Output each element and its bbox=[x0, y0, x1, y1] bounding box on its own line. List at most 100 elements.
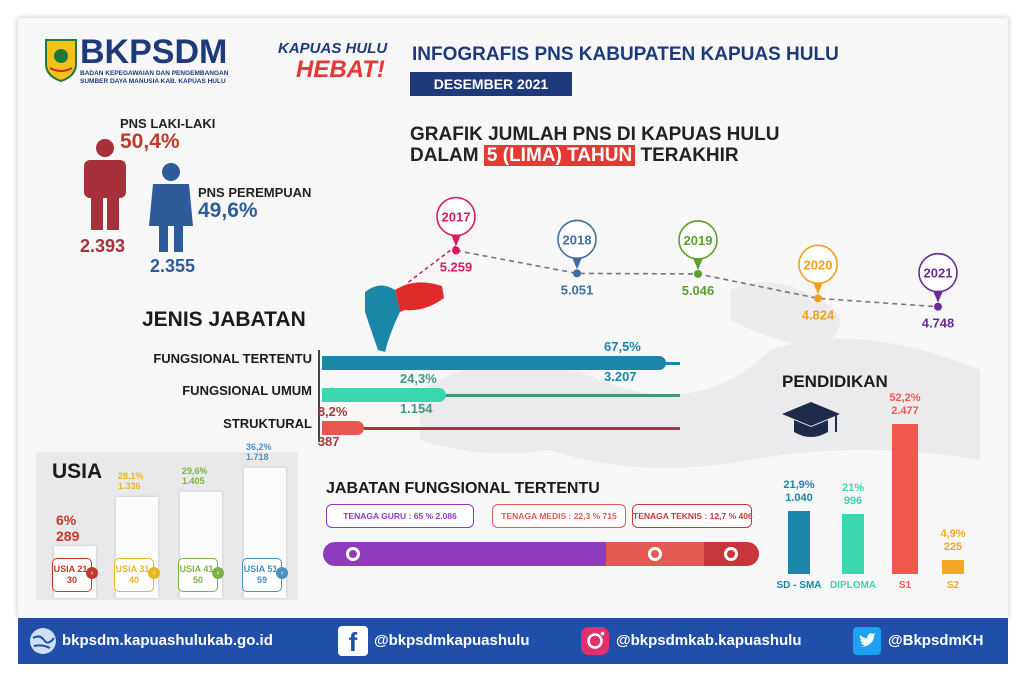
brand-subtitle: BADAN KEPEGAWAIAN DAN PENGEMBANGAN SUMBE… bbox=[80, 70, 229, 85]
education-percent-label: 52,2% bbox=[889, 392, 921, 404]
trend-title-pre: DALAM bbox=[410, 145, 479, 166]
trend-pin-tail bbox=[813, 282, 823, 295]
jabatan-value-label: 387 bbox=[317, 434, 340, 449]
trend-value-label: 5.259 bbox=[440, 260, 473, 275]
fungsional-segment bbox=[323, 542, 607, 566]
education-value-label: 1.040 bbox=[785, 492, 813, 505]
education-percent-label: 21% bbox=[841, 481, 865, 494]
fungsional-title: JABATAN FUNGSIONAL TERTENTU bbox=[326, 480, 600, 497]
education-bar bbox=[942, 560, 964, 574]
trend-pin-tail bbox=[933, 290, 943, 303]
male-percent: 50,4% bbox=[120, 130, 180, 153]
trend-title-highlight: 5 (LIMA) TAHUN bbox=[483, 145, 636, 166]
age-percent-label: 28,1% bbox=[118, 470, 144, 481]
instagram-link[interactable]: @bkpsdmkab.kapuashulu bbox=[616, 632, 802, 649]
slogan-top: KAPUAS HULU bbox=[278, 40, 388, 57]
education-category-label: SD - SMA bbox=[776, 580, 822, 591]
jabatan-percent-label: 67,5% bbox=[604, 339, 641, 354]
age-title: USIA bbox=[52, 460, 103, 483]
trend-year-label: 2018 bbox=[563, 232, 592, 247]
trend-pin-tail bbox=[693, 257, 703, 270]
trend-year-label: 2021 bbox=[924, 266, 953, 281]
male-label: PNS LAKI-LAKI bbox=[120, 116, 216, 131]
fungsional-marker bbox=[346, 547, 360, 561]
education-category-label: S1 bbox=[898, 580, 912, 591]
age-percent-label: 36,2% bbox=[246, 442, 272, 452]
chevron-right-icon: › bbox=[86, 567, 98, 579]
jabatan-percent-label: 8,2% bbox=[317, 404, 348, 419]
website-link[interactable]: bkpsdm.kapuashulukab.go.id bbox=[62, 632, 273, 649]
trend-point bbox=[573, 269, 581, 278]
trend-value-label: 4.824 bbox=[802, 307, 835, 322]
chevron-right-icon: › bbox=[212, 567, 224, 579]
education-bar bbox=[842, 513, 864, 574]
education-bar bbox=[892, 424, 918, 574]
education-percent-label: 21,9% bbox=[783, 479, 815, 492]
age-value-label: 1.336 bbox=[118, 480, 141, 491]
trend-point bbox=[694, 269, 702, 278]
education-value-label: 996 bbox=[843, 494, 863, 507]
age-value-label: 289 bbox=[56, 528, 80, 544]
kapuas-hulu-map-icon bbox=[365, 282, 444, 352]
trend-pin-tail bbox=[572, 257, 582, 270]
jabatan-axis bbox=[318, 350, 320, 442]
jabatan-category-label: STRUKTURAL bbox=[223, 416, 312, 431]
graduation-cap-icon bbox=[782, 402, 840, 437]
fungsional-label: TENAGA TEKNIS : 12,7 % 406 bbox=[632, 504, 753, 528]
jabatan-track bbox=[322, 394, 680, 397]
trend-point bbox=[452, 246, 460, 255]
twitter-icon bbox=[853, 627, 881, 655]
education-value-label: 2.477 bbox=[891, 405, 919, 417]
jabatan-title: JENIS JABATAN bbox=[142, 308, 306, 331]
trend-title-post: TERAKHIR bbox=[640, 145, 739, 166]
trend-point bbox=[934, 302, 942, 311]
age-value-label: 1.405 bbox=[182, 475, 205, 486]
trend-point bbox=[814, 294, 822, 303]
jabatan-track bbox=[322, 427, 680, 430]
jabatan-category-label: FUNGSIONAL UMUM bbox=[182, 383, 312, 398]
education-title: PENDIDIKAN bbox=[782, 372, 888, 391]
footer-bar bbox=[18, 618, 1008, 664]
male-count: 2.393 bbox=[80, 236, 126, 256]
education-category-label: S2 bbox=[946, 580, 960, 591]
trend-year-label: 2019 bbox=[684, 233, 713, 248]
background-map bbox=[420, 282, 980, 468]
jabatan-category-label: FUNGSIONAL TERTENTU bbox=[153, 351, 312, 366]
trend-title-line2: DALAM 5 (LIMA) TAHUN TERAKHIR bbox=[410, 145, 739, 167]
education-bar bbox=[788, 511, 810, 574]
map-connector bbox=[405, 245, 457, 285]
trend-title-line1: GRAFIK JUMLAH PNS DI KAPUAS HULU bbox=[410, 124, 780, 145]
education-category-label: DIPLOMA bbox=[829, 580, 877, 591]
facebook-link[interactable]: @bkpsdmkapuashulu bbox=[374, 632, 530, 649]
jabatan-value-label: 3.207 bbox=[604, 369, 637, 384]
jabatan-value-label: 1.154 bbox=[399, 401, 433, 416]
instagram-icon bbox=[581, 627, 609, 655]
fungsional-label: TENAGA GURU : 65 % 2.086 bbox=[326, 504, 474, 528]
age-group-label: USIA 31-40 bbox=[114, 558, 154, 592]
male-person-icon bbox=[84, 139, 126, 230]
trend-pin-tail bbox=[451, 234, 461, 247]
age-percent-label: 29,6% bbox=[182, 465, 208, 476]
trend-year-label: 2017 bbox=[442, 210, 471, 225]
age-group-label: USIA 41-50 bbox=[178, 558, 218, 592]
period-badge: DESEMBER 2021 bbox=[410, 72, 572, 96]
fungsional-label: TENAGA MEDIS : 22,3 % 715 bbox=[492, 504, 626, 528]
trend-line-chart: 2017 5.259 2018 5.051 2019 5.046 2020 4.824 2021… bbox=[436, 196, 958, 330]
twitter-link[interactable]: @BkpsdmKH bbox=[888, 632, 984, 649]
trend-value-label: 4.748 bbox=[922, 316, 955, 330]
trend-value-label: 5.051 bbox=[561, 282, 594, 297]
fungsional-marker bbox=[724, 547, 739, 561]
facebook-icon: f bbox=[338, 626, 368, 657]
female-percent: 49,6% bbox=[198, 199, 258, 222]
globe-icon bbox=[30, 628, 56, 654]
age-percent-label: 6% bbox=[56, 512, 77, 528]
age-value-label: 1.718 bbox=[246, 452, 269, 462]
jabatan-bar bbox=[322, 388, 446, 402]
age-group-label: USIA 21-30 bbox=[52, 558, 92, 592]
page-title: INFOGRAFIS PNS KABUPATEN KAPUAS HULU bbox=[412, 44, 839, 65]
jabatan-bar bbox=[322, 356, 667, 370]
